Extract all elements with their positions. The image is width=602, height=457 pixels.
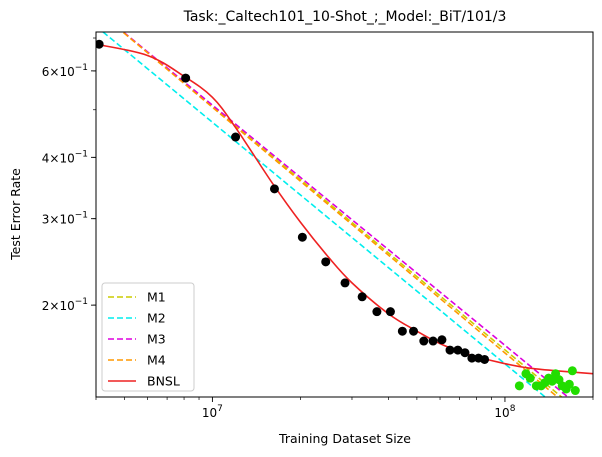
test-point [564, 379, 574, 389]
x-axis-label: Training Dataset Size [278, 431, 411, 446]
test-point [547, 376, 557, 386]
test-point [570, 386, 580, 396]
train-point [460, 348, 470, 358]
train-point [372, 307, 382, 317]
legend-label-m1: M1 [147, 290, 166, 305]
train-point [480, 354, 490, 364]
test-point [514, 381, 524, 391]
train-point [397, 326, 407, 336]
legend-label-m2: M2 [147, 311, 166, 326]
train-point [321, 257, 331, 267]
y-axis: 2×10−1 3×10−1 4×10−1 6×10−1 [42, 37, 96, 313]
train-point [340, 278, 350, 288]
y-tick-label: 6×10−1 [42, 63, 88, 79]
y-axis-label: Test Error Rate [8, 168, 23, 261]
legend: M1 M2 M3 M4 BNSL [101, 282, 195, 392]
series-line-m4 [121, 32, 559, 397]
y-tick-label: 4×10−1 [42, 149, 88, 165]
legend-box [101, 282, 195, 392]
test-point [567, 366, 577, 376]
train-point [385, 307, 395, 317]
train-point [409, 326, 419, 336]
train-point [467, 353, 477, 363]
chart-title: Task:_Caltech101_10-Shot_;_Model:_BiT/10… [183, 9, 507, 25]
train-point [297, 232, 307, 242]
y-tick-label: 3×10−1 [42, 211, 88, 227]
train-point [96, 39, 104, 49]
legend-label-bnsl: BNSL [147, 374, 180, 389]
series-line-bnsl [96, 43, 593, 375]
train-point [357, 292, 367, 302]
train-point [181, 73, 191, 83]
train-point [231, 132, 241, 142]
legend-label-m3: M3 [147, 332, 166, 347]
train-point [445, 345, 455, 355]
legend-label-m4: M4 [147, 353, 166, 368]
plot-area [96, 32, 593, 397]
train-point [437, 335, 447, 345]
points-layer [96, 39, 580, 396]
train-point [453, 345, 463, 355]
train-point [269, 184, 279, 194]
x-axis: 107 108 [95, 397, 594, 420]
x-tick-label: 107 [202, 404, 223, 420]
plot-frame [95, 31, 594, 398]
series-line-m3 [122, 32, 570, 397]
train-point [419, 336, 429, 346]
y-tick-label: 2×10−1 [42, 297, 88, 313]
test-point [525, 373, 535, 383]
x-tick-label: 108 [494, 404, 515, 420]
train-point [428, 336, 438, 346]
